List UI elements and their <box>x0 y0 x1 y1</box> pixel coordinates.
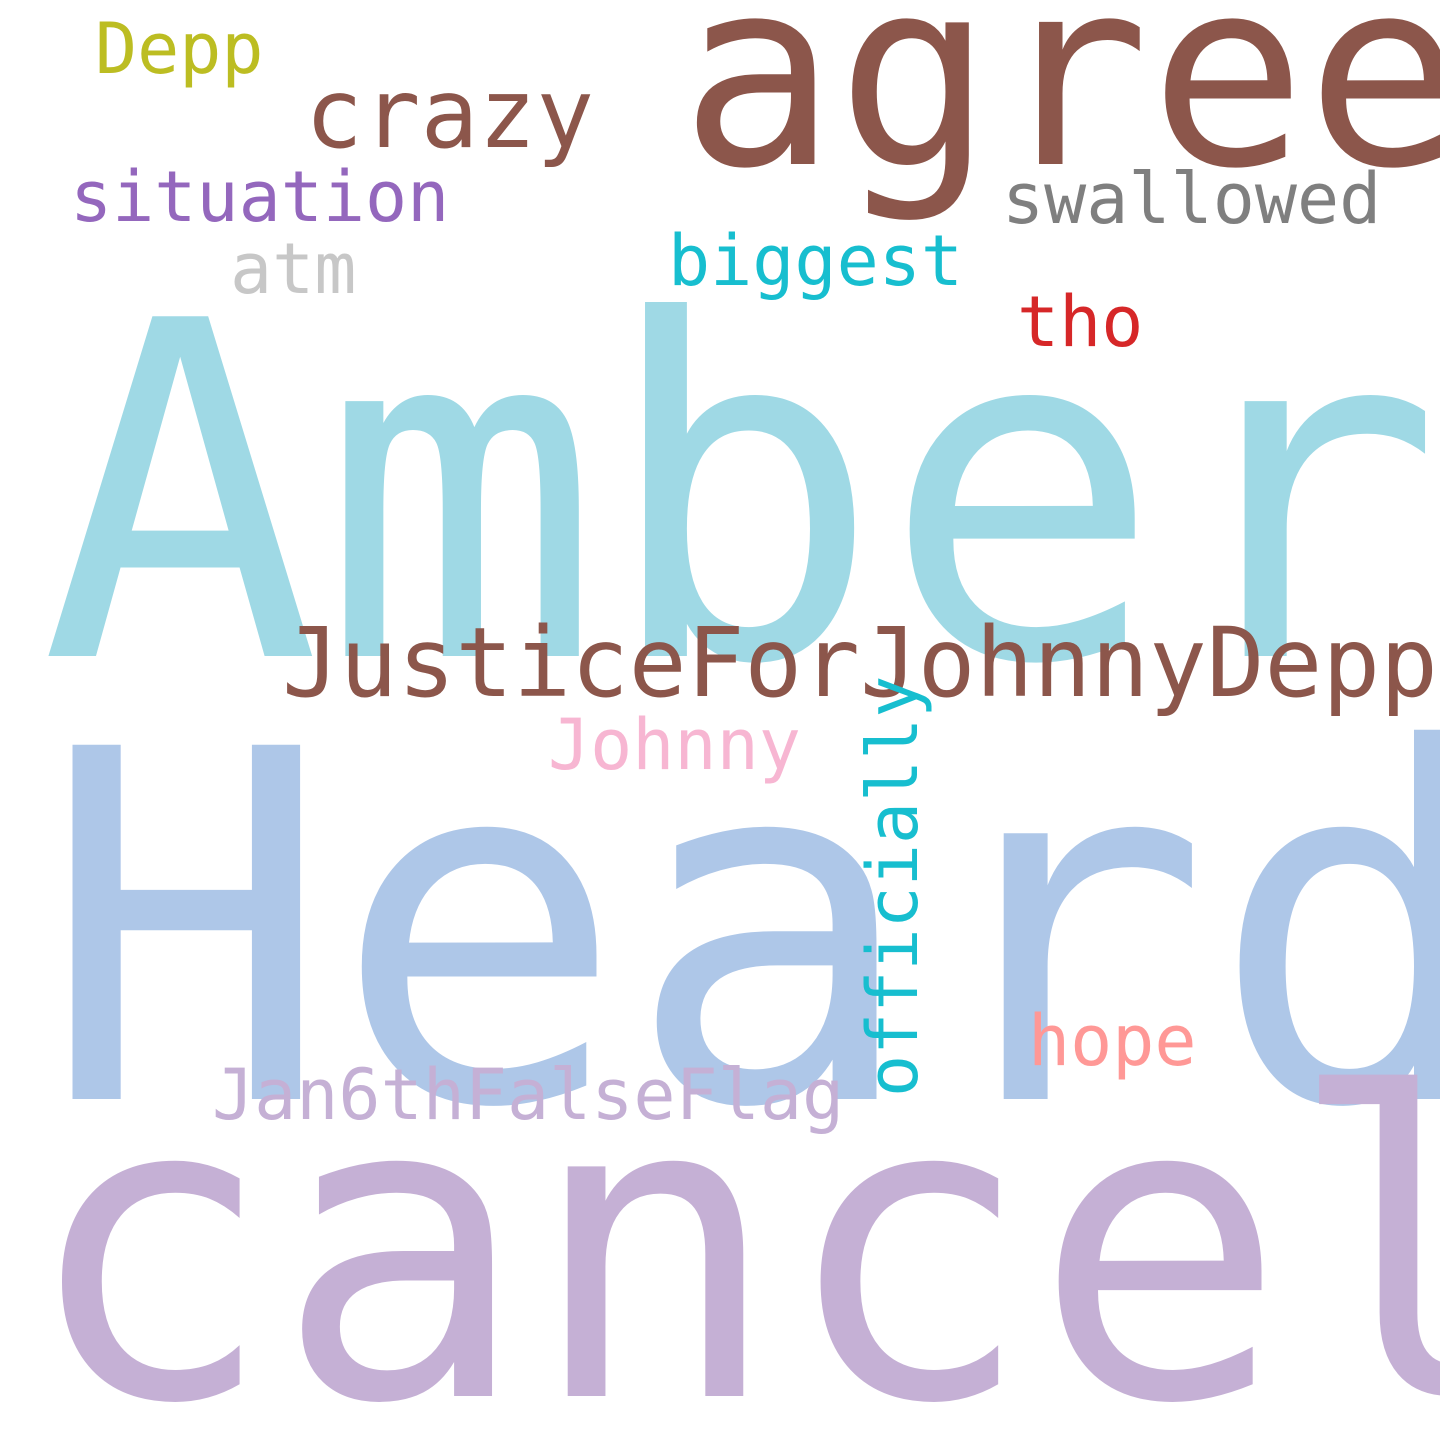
word-cancel: cancel <box>22 1007 1440 1440</box>
word-agree: agree <box>680 0 1440 226</box>
word-swallowed: swallowed <box>1002 158 1382 240</box>
word-tho: tho <box>1017 281 1144 363</box>
word-jan6th-false-flag: Jan6thFalseFlag <box>212 1054 845 1136</box>
word-atm: atm <box>230 228 357 310</box>
word-biggest: biggest <box>668 220 964 302</box>
word-hope: hope <box>1028 1000 1197 1082</box>
word-justice-for-johnny-depp: JusticeForJohnnyDepp <box>282 607 1438 719</box>
word-amber: Amber <box>40 223 1440 766</box>
word-situation: situation <box>70 156 450 238</box>
word-depp: Depp <box>95 8 264 90</box>
word-heard: Heard <box>40 648 1440 1214</box>
word-crazy: crazy <box>305 58 594 170</box>
word-johnny: Johnny <box>548 704 801 786</box>
word-officially: officially <box>852 675 934 1097</box>
